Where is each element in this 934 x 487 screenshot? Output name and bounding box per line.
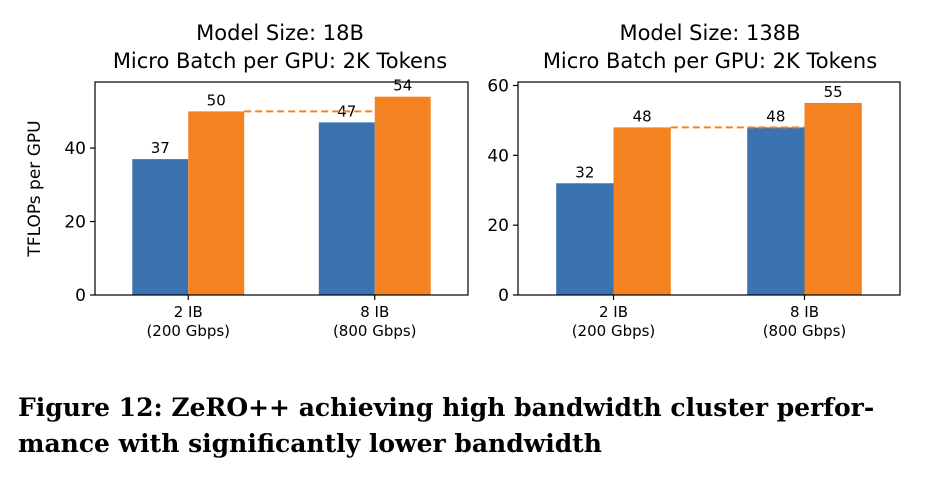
y-tick-label: 0	[75, 286, 86, 306]
bar-data-label: 54	[393, 77, 412, 95]
x-tick-label: 8 IB	[360, 303, 389, 321]
chart-title-line-1: Model Size: 138B	[619, 21, 800, 45]
figure-caption: Figure 12: ZeRO++ achieving high bandwid…	[18, 390, 923, 462]
caption-line-1: Figure 12: ZeRO++ achieving high bandwid…	[18, 393, 875, 422]
bar-data-label: 37	[151, 139, 170, 157]
bar-orange-0	[613, 127, 671, 296]
bar-orange-0	[188, 111, 245, 296]
bar-blue-0	[556, 183, 614, 295]
bar-data-label: 50	[207, 91, 226, 109]
plot-frame	[94, 81, 469, 296]
y-tick-label: 40	[64, 139, 86, 159]
bar-blue-1	[747, 127, 805, 296]
bar-data-label: 48	[766, 107, 785, 125]
caption-line-2: mance with significantly lower bandwidth	[18, 429, 602, 458]
bar-orange-1	[804, 102, 862, 295]
y-axis-label: TFLOPs per GPU	[25, 120, 45, 257]
x-tick-sublabel: (200 Gbps)	[146, 322, 230, 340]
x-tick-sublabel: (800 Gbps)	[333, 322, 417, 340]
x-tick-sublabel: (800 Gbps)	[763, 322, 847, 340]
x-tick-label: 2 IB	[174, 303, 203, 321]
x-tick-sublabel: (200 Gbps)	[572, 322, 656, 340]
chart-title-line-1: Model Size: 18B	[196, 21, 364, 45]
figure-charts: Model Size: 18B Micro Batch per GPU: 2K T…	[25, 21, 901, 340]
plot-frame	[517, 81, 901, 296]
y-tick-label: 20	[487, 216, 509, 236]
x-tick-label: 2 IB	[599, 303, 628, 321]
bar-data-label: 48	[633, 107, 652, 125]
y-tick-label: 20	[64, 213, 86, 233]
bar-blue-1	[318, 122, 375, 296]
bar-blue-0	[132, 159, 189, 295]
y-tick-label: 60	[487, 76, 509, 96]
y-tick-label: 0	[498, 286, 509, 306]
chart-title-line-2: Micro Batch per GPU: 2K Tokens	[543, 49, 877, 73]
bar-orange-1	[374, 96, 431, 295]
y-tick-label: 40	[487, 146, 509, 166]
bar-data-label: 32	[575, 163, 594, 181]
bar-data-label: 55	[824, 83, 843, 101]
chart-title-line-2: Micro Batch per GPU: 2K Tokens	[113, 49, 447, 73]
x-tick-label: 8 IB	[790, 303, 819, 321]
